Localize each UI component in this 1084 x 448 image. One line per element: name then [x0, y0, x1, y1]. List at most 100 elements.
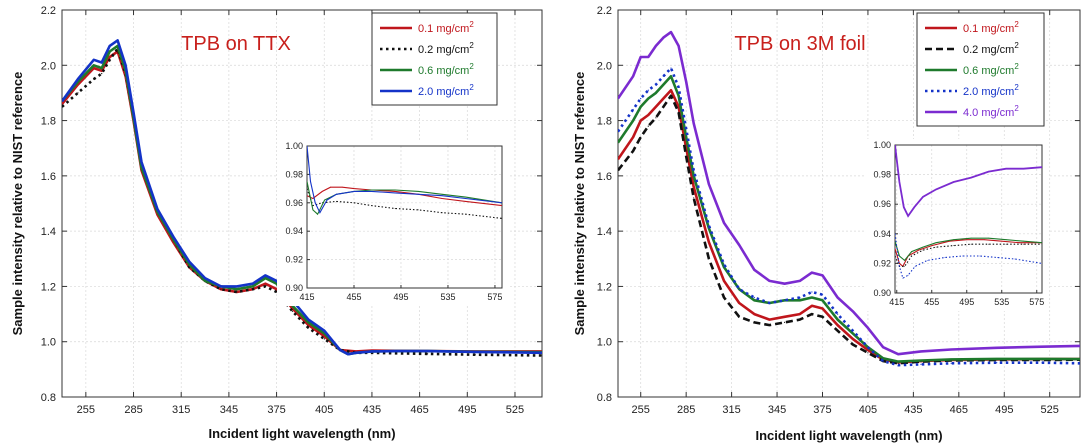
inset-data-point: [330, 186, 331, 188]
inset-data-point: [903, 206, 905, 208]
data-point: [307, 327, 309, 329]
data-point: [670, 75, 672, 77]
inset-data-point: [441, 198, 443, 199]
inset-series-line-3: [307, 181, 502, 216]
data-point: [662, 106, 665, 108]
y-tick-label: 2.0: [597, 60, 612, 72]
inset-data-point: [895, 255, 896, 257]
data-point: [693, 197, 695, 199]
data-point: [655, 84, 657, 86]
data-point: [109, 59, 111, 61]
data-point: [640, 120, 642, 122]
data-point: [276, 280, 278, 282]
inset-data-point: [501, 218, 502, 219]
y-tick-label: 1.6: [597, 171, 612, 183]
x-tick-label: 285: [124, 404, 142, 416]
x-tick-label: 465: [950, 404, 968, 416]
legend-label-4: 2.0 mg/cm2: [963, 83, 1019, 98]
inset-data-point: [895, 145, 896, 146]
inset-data-point: [935, 242, 937, 244]
inset-y-tick-label: 0.96: [873, 199, 891, 209]
inset-series-line-4: [895, 233, 1042, 280]
data-point: [867, 352, 869, 354]
inset-series-lines: [895, 145, 1042, 280]
inset-series-line-2: [895, 243, 1042, 267]
chart-title: TPB on TTX: [181, 33, 291, 55]
data-point: [811, 313, 813, 315]
data-point: [693, 122, 695, 124]
inset-data-point: [899, 263, 900, 264]
inset-y-tick-label: 0.98: [873, 170, 891, 180]
legend-label-text: 0.6 mg/cm: [418, 65, 469, 77]
data-point: [93, 64, 95, 66]
inset-data-point: [336, 201, 337, 202]
inset-data-point: [988, 171, 989, 173]
inset-data-point: [321, 191, 323, 192]
inset-data-point: [907, 215, 909, 217]
series-line-2: [62, 47, 542, 357]
data-point: [618, 169, 619, 171]
y-tick-label: 1.2: [597, 281, 612, 293]
inset-data-point: [970, 177, 972, 179]
data-point: [821, 307, 824, 310]
legend-label-4: 2.0 mg/cm2: [418, 83, 474, 98]
legend-label-superscript: 2: [1014, 41, 1019, 50]
legend-label-2: 0.2 mg/cm2: [963, 41, 1019, 56]
inset-data-point: [336, 193, 337, 195]
data-point: [996, 347, 998, 349]
inset-data-point: [465, 213, 466, 215]
inset-data-point: [418, 191, 419, 192]
data-point: [93, 67, 95, 69]
inset-y-tick-label: 0.90: [285, 283, 303, 293]
y-axis-title: Sample intensity relative to NIST refere…: [10, 72, 25, 336]
inset-data-point: [317, 213, 318, 215]
legend-label-superscript: 2: [1014, 83, 1019, 92]
inset-data-point: [922, 196, 924, 198]
inset-data-point: [353, 188, 355, 190]
data-point: [753, 269, 755, 271]
legend-label-1: 0.1 mg/cm2: [963, 20, 1019, 35]
inset-data-point: [307, 188, 308, 189]
data-point: [784, 283, 786, 285]
data-point: [618, 131, 619, 133]
data-point: [837, 324, 839, 326]
data-point: [882, 346, 884, 348]
data-point: [647, 97, 649, 100]
data-point: [236, 285, 238, 287]
data-point: [882, 360, 884, 362]
inset-y-tick-label: 1.00: [285, 141, 303, 151]
inset-data-point: [953, 239, 954, 241]
inset-data-point: [441, 212, 443, 214]
data-point: [618, 97, 619, 100]
data-point: [307, 324, 309, 326]
data-point: [852, 332, 854, 334]
data-point: [799, 319, 801, 321]
data-point: [156, 208, 158, 210]
data-point: [920, 363, 922, 365]
x-tick-label: 405: [859, 404, 877, 416]
data-point: [723, 296, 725, 299]
inset-data-point: [394, 191, 396, 192]
inset-data-point: [962, 255, 963, 257]
legend-label-text: 0.2 mg/cm: [963, 44, 1014, 56]
chart-title: TPB on 3M foil: [734, 33, 865, 55]
data-point: [323, 330, 325, 332]
data-point: [723, 222, 725, 224]
y-tick-label: 2.0: [41, 60, 56, 72]
data-point: [799, 299, 801, 301]
inset-data-point: [1041, 263, 1042, 264]
data-point: [738, 316, 740, 318]
data-point: [77, 92, 79, 94]
inset-data-point: [394, 189, 396, 191]
data-point: [897, 364, 899, 366]
data-point: [307, 319, 309, 321]
inset-data-point: [319, 212, 321, 214]
x-tick-label: 435: [904, 404, 922, 416]
inset-data-point: [931, 245, 933, 247]
data-point: [685, 81, 687, 83]
data-point: [618, 142, 619, 144]
inset-x-tick-label: 575: [1029, 297, 1044, 307]
inset-data-point: [1023, 243, 1024, 245]
data-point: [541, 354, 542, 357]
